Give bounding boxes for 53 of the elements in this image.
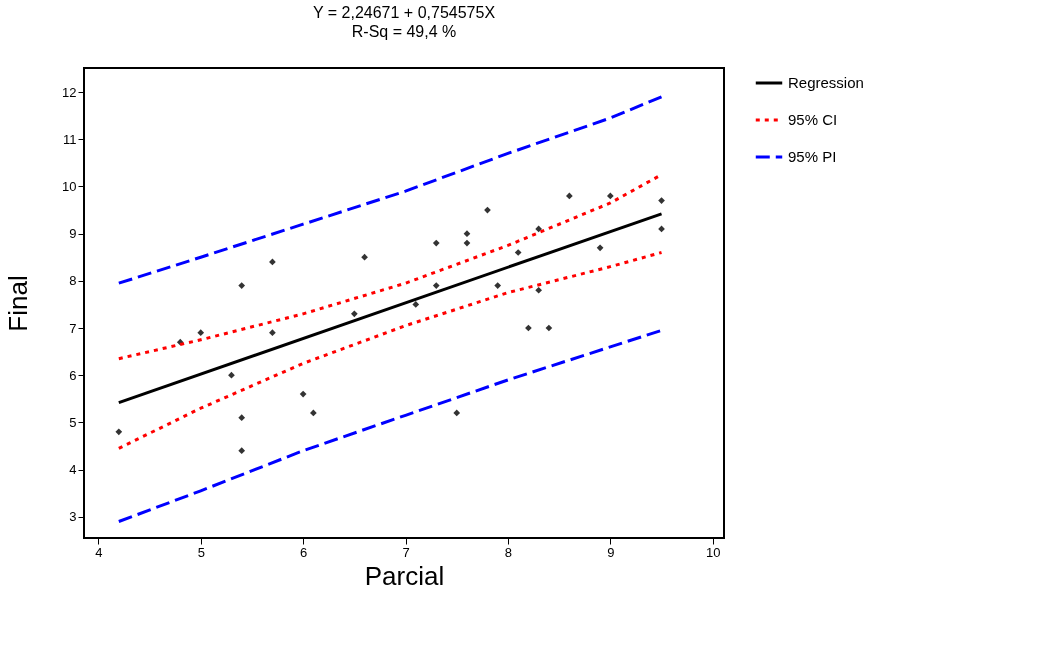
point <box>432 239 440 247</box>
x-tick-label: 7 <box>402 544 410 560</box>
point <box>238 282 246 289</box>
point <box>269 258 276 266</box>
point <box>463 230 471 237</box>
x-tick-label: 9 <box>607 544 615 560</box>
y-tick-label: 9 <box>69 226 77 242</box>
x-tick-label: 5 <box>197 544 205 560</box>
x-tick-label: 10 <box>706 544 721 560</box>
point <box>361 253 368 261</box>
point <box>197 329 205 337</box>
line-series <box>117 251 664 450</box>
point <box>310 409 317 417</box>
legend-label: 95% CI <box>788 111 838 128</box>
chart-title: Y = 2,24671 + 0,754575X <box>312 4 496 21</box>
point <box>412 301 420 308</box>
point <box>658 197 665 204</box>
point <box>453 409 461 417</box>
point <box>606 192 614 200</box>
y-tick-label: 10 <box>62 178 77 194</box>
point <box>350 310 358 318</box>
point <box>535 225 543 233</box>
point <box>463 239 471 247</box>
point <box>269 329 276 337</box>
point <box>238 414 246 422</box>
point <box>228 371 235 379</box>
y-axis-title: Final <box>3 275 34 332</box>
point <box>238 447 246 455</box>
y-tick-label: 5 <box>69 414 77 430</box>
x-tick-label: 4 <box>95 544 103 560</box>
y-tick-label: 6 <box>69 367 77 383</box>
point <box>545 324 553 332</box>
y-tick-label: 7 <box>69 320 77 336</box>
x-tick-label: 8 <box>504 544 513 560</box>
y-tick-label: 8 <box>69 273 77 289</box>
point <box>596 244 604 252</box>
line-series <box>117 95 664 285</box>
chart-subtitle: R-Sq = 49,4 % <box>351 23 457 40</box>
legend-label: 95% PI <box>788 148 837 165</box>
point <box>494 282 502 289</box>
legend-label: Regression <box>788 74 864 91</box>
x-axis-title: Parcial <box>364 560 445 591</box>
x-tick-label: 6 <box>300 544 308 560</box>
y-tick-label: 12 <box>62 84 77 100</box>
y-tick-label: 4 <box>69 462 77 478</box>
point <box>115 428 123 436</box>
y-tick-label: 11 <box>63 131 77 147</box>
point <box>514 249 522 256</box>
point <box>535 286 543 294</box>
point <box>566 192 573 200</box>
y-tick-label: 3 <box>69 509 77 525</box>
point <box>432 282 440 289</box>
point <box>299 390 307 398</box>
